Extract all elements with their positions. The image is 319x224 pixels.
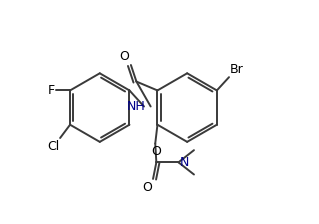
Text: O: O bbox=[119, 50, 129, 63]
Text: Br: Br bbox=[230, 63, 244, 76]
Text: NH: NH bbox=[126, 100, 145, 113]
Text: N: N bbox=[180, 156, 189, 169]
Text: O: O bbox=[152, 145, 161, 158]
Text: Cl: Cl bbox=[47, 140, 59, 153]
Text: O: O bbox=[142, 181, 152, 194]
Text: F: F bbox=[48, 84, 55, 97]
